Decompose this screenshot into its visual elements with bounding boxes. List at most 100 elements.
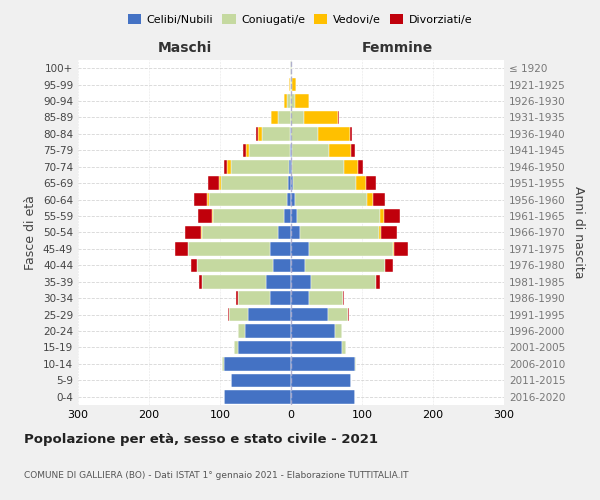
- Bar: [291, 324, 335, 338]
- Bar: [355, 357, 356, 370]
- Bar: [381, 226, 397, 239]
- Bar: [385, 258, 392, 272]
- Bar: [291, 210, 296, 223]
- Bar: [271, 111, 278, 124]
- Bar: [295, 94, 310, 108]
- Bar: [392, 242, 394, 256]
- Bar: [291, 176, 293, 190]
- Bar: [227, 160, 230, 173]
- Bar: [367, 193, 373, 206]
- Bar: [291, 193, 295, 206]
- Bar: [299, 226, 379, 239]
- Bar: [229, 308, 248, 322]
- Bar: [290, 62, 291, 75]
- Bar: [318, 127, 350, 140]
- Bar: [305, 258, 385, 272]
- Bar: [243, 144, 245, 157]
- Bar: [270, 292, 291, 305]
- Bar: [221, 176, 288, 190]
- Bar: [287, 193, 291, 206]
- Bar: [291, 94, 295, 108]
- Bar: [202, 275, 266, 288]
- Y-axis label: Fasce di età: Fasce di età: [25, 195, 37, 270]
- Bar: [291, 111, 304, 124]
- Bar: [292, 160, 344, 173]
- Bar: [213, 210, 284, 223]
- Text: Maschi: Maschi: [157, 41, 212, 55]
- Bar: [291, 62, 292, 75]
- Bar: [209, 193, 287, 206]
- Bar: [199, 275, 202, 288]
- Bar: [292, 78, 296, 92]
- Bar: [291, 242, 309, 256]
- Bar: [238, 292, 270, 305]
- Bar: [348, 308, 349, 322]
- Bar: [207, 193, 209, 206]
- Bar: [218, 176, 221, 190]
- Bar: [380, 210, 384, 223]
- Bar: [295, 193, 367, 206]
- Bar: [384, 210, 400, 223]
- Bar: [287, 94, 291, 108]
- Bar: [365, 176, 376, 190]
- Bar: [238, 324, 245, 338]
- Bar: [224, 160, 227, 173]
- Bar: [249, 144, 290, 157]
- Bar: [198, 210, 212, 223]
- Bar: [291, 357, 355, 370]
- Text: COMUNE DI GALLIERA (BO) - Dati ISTAT 1° gennaio 2021 - Elaborazione TUTTITALIA.I: COMUNE DI GALLIERA (BO) - Dati ISTAT 1° …: [24, 470, 409, 480]
- Bar: [358, 160, 364, 173]
- Bar: [291, 292, 309, 305]
- Bar: [248, 308, 291, 322]
- Bar: [175, 242, 188, 256]
- Bar: [256, 127, 259, 140]
- Bar: [291, 374, 352, 387]
- Bar: [291, 78, 292, 92]
- Bar: [259, 127, 262, 140]
- Bar: [212, 210, 213, 223]
- Bar: [342, 341, 346, 354]
- Bar: [228, 308, 229, 322]
- Bar: [291, 160, 292, 173]
- Bar: [238, 341, 291, 354]
- Bar: [197, 258, 273, 272]
- Bar: [230, 160, 289, 173]
- Bar: [273, 258, 291, 272]
- Bar: [290, 144, 291, 157]
- Bar: [202, 226, 278, 239]
- Bar: [311, 275, 376, 288]
- Bar: [288, 176, 291, 190]
- Bar: [262, 127, 290, 140]
- Bar: [245, 144, 249, 157]
- Bar: [291, 258, 305, 272]
- Bar: [292, 144, 329, 157]
- Bar: [266, 275, 291, 288]
- Bar: [296, 210, 380, 223]
- Bar: [376, 275, 380, 288]
- Bar: [191, 258, 197, 272]
- Bar: [194, 193, 207, 206]
- Bar: [290, 127, 291, 140]
- Bar: [201, 226, 202, 239]
- Bar: [291, 127, 318, 140]
- Bar: [309, 292, 343, 305]
- Bar: [284, 210, 291, 223]
- Bar: [343, 292, 344, 305]
- Bar: [291, 308, 328, 322]
- Text: Femmine: Femmine: [362, 41, 433, 55]
- Bar: [236, 292, 238, 305]
- Bar: [278, 226, 291, 239]
- Bar: [291, 390, 355, 404]
- Bar: [284, 94, 287, 108]
- Bar: [230, 374, 291, 387]
- Bar: [394, 242, 408, 256]
- Bar: [335, 324, 342, 338]
- Text: Popolazione per età, sesso e stato civile - 2021: Popolazione per età, sesso e stato civil…: [24, 432, 378, 446]
- Bar: [344, 160, 358, 173]
- Bar: [208, 176, 218, 190]
- Bar: [309, 242, 392, 256]
- Bar: [350, 127, 352, 140]
- Bar: [291, 226, 299, 239]
- Bar: [293, 176, 356, 190]
- Bar: [224, 357, 291, 370]
